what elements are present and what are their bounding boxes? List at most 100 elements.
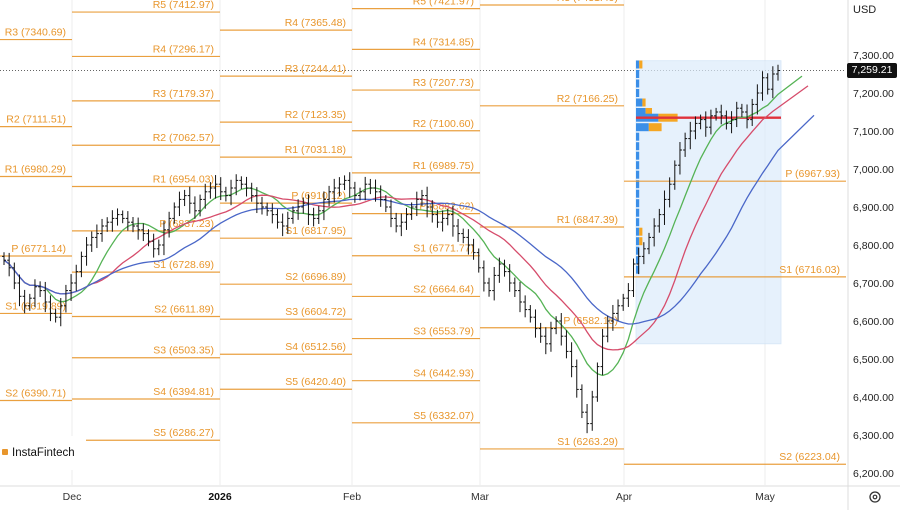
time-axis[interactable]: Dec 2026 Feb Mar Apr May	[63, 491, 776, 503]
pivot-label: R3 (7179.37)	[153, 88, 214, 100]
volume-bar-buy	[636, 70, 640, 78]
volume-bar-buy	[636, 151, 640, 160]
volume-bar-buy	[636, 108, 646, 116]
volume-bar-buy	[636, 237, 640, 246]
volume-bar-buy	[636, 132, 640, 141]
pivot-label: R1 (6980.29)	[5, 163, 66, 175]
volume-bar-buy	[636, 256, 640, 265]
pivot-label: S1 (6728.69)	[153, 259, 214, 271]
pivot-label: R2 (7123.35)	[285, 109, 346, 121]
price-tick-label: 6,400.00	[853, 392, 894, 404]
pivot-label: R3 (7244.41)	[285, 63, 346, 75]
volume-bar-buy	[636, 161, 640, 170]
brand-logo: InstaFintech	[0, 436, 86, 470]
time-tick-label: 2026	[208, 491, 232, 503]
pivot-label: R2 (7166.25)	[557, 93, 618, 105]
pivot-label: S2 (6696.89)	[285, 271, 346, 283]
price-tick-label: 6,300.00	[853, 430, 894, 442]
volume-bar-sell	[648, 123, 662, 132]
last-price-tag: 7,259.21	[847, 62, 897, 78]
pivot-label: S3 (6553.79)	[413, 326, 474, 338]
pivot-label: S5 (6420.40)	[285, 376, 346, 388]
pivot-label: P (6910.12)	[291, 190, 346, 202]
pivot-label: S3 (6604.72)	[285, 306, 346, 318]
volume-bar-buy	[636, 208, 640, 217]
price-tick-label: 7,100.00	[853, 126, 894, 138]
price-tick-label: 7,000.00	[853, 164, 894, 176]
pivot-label: S1 (6263.29)	[557, 436, 618, 448]
price-tick-label: 7,200.00	[853, 88, 894, 100]
price-tick-label: 6,800.00	[853, 240, 894, 252]
pivot-label: S5 (6332.07)	[413, 410, 474, 422]
volume-bar-buy	[636, 265, 640, 274]
brand-name: InstaFintech	[12, 447, 75, 459]
pivot-label: R4 (7314.85)	[413, 36, 474, 48]
currency-label[interactable]: USD	[853, 4, 877, 16]
time-tick-label: Dec	[63, 491, 82, 503]
pivot-label: S1 (6619.89)	[5, 300, 66, 312]
price-bars	[2, 64, 780, 434]
price-tick-label: 7,300.00	[853, 50, 894, 62]
price-tick-label: 6,600.00	[853, 316, 894, 328]
pivot-label: R4 (7296.17)	[153, 43, 214, 55]
volume-bar-buy	[636, 218, 640, 227]
volume-bar-buy	[636, 170, 640, 179]
pivot-label: S1 (6771.77)	[413, 243, 474, 255]
volume-bar-buy	[636, 98, 643, 107]
pivot-label: R1 (7031.18)	[285, 144, 346, 156]
pivot-label: R3 (7340.69)	[5, 27, 66, 39]
pivot-label: R4 (7365.48)	[285, 17, 346, 29]
volume-bar-buy	[636, 189, 640, 198]
value-area-box	[635, 60, 782, 345]
volume-bar-sell	[639, 227, 643, 236]
price-axis[interactable]: 7,300.00 7,200.00 7,100.00 7,000.00 6,900.00…	[853, 50, 894, 480]
pivot-label: R5 (7412.97)	[153, 0, 214, 11]
pivot-label: R1 (6954.03)	[153, 173, 214, 185]
time-tick-label: Mar	[471, 491, 490, 503]
volume-bar-buy	[636, 60, 640, 69]
volume-bar-sell	[645, 108, 652, 116]
pivot-label: R3 (7431.49)	[557, 0, 618, 4]
price-tick-label: 6,200.00	[853, 468, 894, 480]
volume-bar-buy	[636, 142, 640, 151]
pivot-label: R2 (7100.60)	[413, 118, 474, 130]
moving-averages	[3, 75, 815, 377]
volume-bar-buy	[636, 199, 640, 208]
pivot-label: S2 (6223.04)	[779, 451, 840, 463]
time-tick-label: Feb	[343, 491, 361, 503]
pivot-label: S2 (6664.64)	[413, 283, 474, 295]
ma-mid-line	[3, 85, 809, 351]
pivot-label: P (6771.14)	[11, 243, 66, 255]
pivot-label: P (6967.93)	[785, 168, 840, 180]
pivot-label: R2 (7111.51)	[6, 114, 66, 126]
pivot-label: S3 (6503.35)	[153, 345, 214, 357]
price-tick-label: 6,700.00	[853, 278, 894, 290]
pivot-label: S5 (6286.27)	[153, 427, 214, 439]
volume-bar-buy	[636, 89, 640, 97]
volume-bar-sell	[639, 60, 643, 69]
pivot-label: S4 (6512.56)	[285, 341, 346, 353]
pivot-label: S2 (6390.71)	[5, 388, 66, 400]
price-tick-label: 6,500.00	[853, 354, 894, 366]
pivot-label: S2 (6611.89)	[154, 303, 214, 315]
pivot-label: R3 (7207.73)	[413, 77, 474, 89]
volume-bar-sell	[642, 98, 646, 107]
pivot-label: R5 (7421.97)	[413, 0, 474, 8]
pivot-label: S1 (6817.95)	[285, 225, 346, 237]
pivot-label: R1 (6989.75)	[413, 160, 474, 172]
brand-logo-mark	[2, 449, 8, 455]
pivot-label: R1 (6847.39)	[557, 214, 618, 226]
pivot-label: S4 (6394.81)	[153, 386, 214, 398]
pivot-label: R2 (7062.57)	[153, 132, 214, 144]
volume-profile	[636, 60, 781, 274]
volume-bar-sell	[639, 237, 643, 246]
volume-bar-buy	[636, 79, 640, 88]
volume-bar-buy	[636, 123, 649, 132]
pivot-label: S1 (6716.03)	[779, 264, 840, 276]
time-tick-label: May	[755, 491, 776, 503]
volume-bar-buy	[636, 227, 640, 236]
volume-bar-buy	[636, 246, 640, 255]
settings-gear-icon[interactable]	[868, 490, 882, 504]
time-tick-label: Apr	[616, 491, 633, 503]
